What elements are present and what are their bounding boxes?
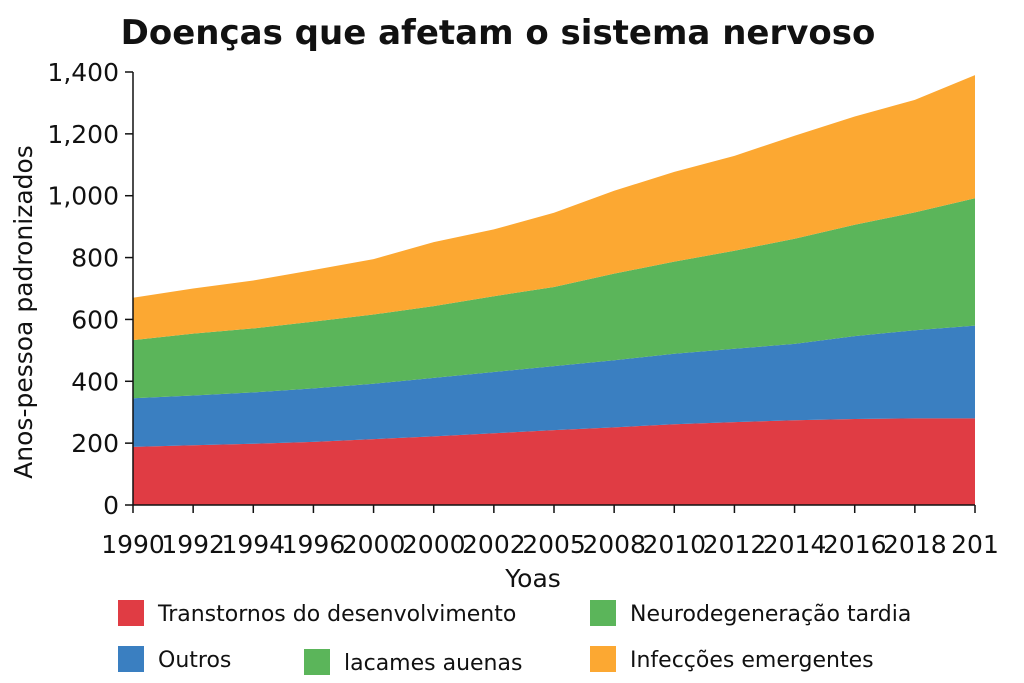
- area-series-2: [133, 325, 975, 447]
- y-tick-label: 1,000: [47, 182, 119, 211]
- legend-swatch: [118, 600, 144, 626]
- x-tick-label: 1992: [161, 530, 225, 559]
- area-series-3: [133, 198, 975, 399]
- legend-label: lacames auenas: [344, 651, 522, 676]
- x-tick-label: 201: [951, 530, 999, 559]
- y-axis-label: Anos-pessoa padronizados: [9, 145, 38, 479]
- y-tick-label: 1,200: [47, 120, 119, 149]
- x-tick-label: 2018: [883, 530, 947, 559]
- x-tick-label: 2000: [402, 530, 466, 559]
- y-tick-label: 1,400: [47, 58, 119, 87]
- x-tick-label: 2016: [823, 530, 887, 559]
- x-tick-label: 1996: [282, 530, 346, 559]
- legend-swatch: [590, 600, 616, 626]
- area-series-group: [133, 75, 975, 505]
- area-series-1: [133, 418, 975, 505]
- y-tick-label: 400: [71, 367, 119, 396]
- legend-swatch: [590, 646, 616, 672]
- legend-label: Outros: [158, 648, 231, 673]
- legend-label: Transtornos do desenvolvimento: [157, 602, 516, 627]
- legend: Transtornos do desenvolvimento Neurodegen…: [118, 600, 911, 676]
- y-tick-label: 600: [71, 305, 119, 334]
- x-axis-label: Yoas: [504, 564, 561, 593]
- x-tick-label: 2014: [763, 530, 827, 559]
- area-series-4: [133, 75, 975, 341]
- y-ticks-group: 0 200 400 600 800 1,000 1,200 1,400: [47, 58, 133, 520]
- x-tick-label: 1990: [101, 530, 165, 559]
- x-tick-label: 2002: [462, 530, 526, 559]
- x-tick-label: 2005: [522, 530, 586, 559]
- y-tick-label: 200: [71, 429, 119, 458]
- chart-title: Doenças que afetam o sistema nervoso: [121, 13, 876, 53]
- y-tick-label: 0: [103, 491, 119, 520]
- legend-swatch: [118, 646, 144, 672]
- x-tick-label: 2000: [342, 530, 406, 559]
- x-tick-label: 2008: [582, 530, 646, 559]
- y-tick-label: 800: [71, 244, 119, 273]
- x-tick-label: 2010: [642, 530, 706, 559]
- x-tick-label: 1994: [221, 530, 285, 559]
- x-tick-label: 2012: [703, 530, 767, 559]
- legend-label: Infecções emergentes: [630, 648, 874, 673]
- legend-label: Neurodegeneração tardia: [630, 602, 911, 627]
- legend-swatch: [304, 649, 330, 675]
- x-ticks-group: 1990199219941996200020002002200520082010…: [101, 505, 999, 559]
